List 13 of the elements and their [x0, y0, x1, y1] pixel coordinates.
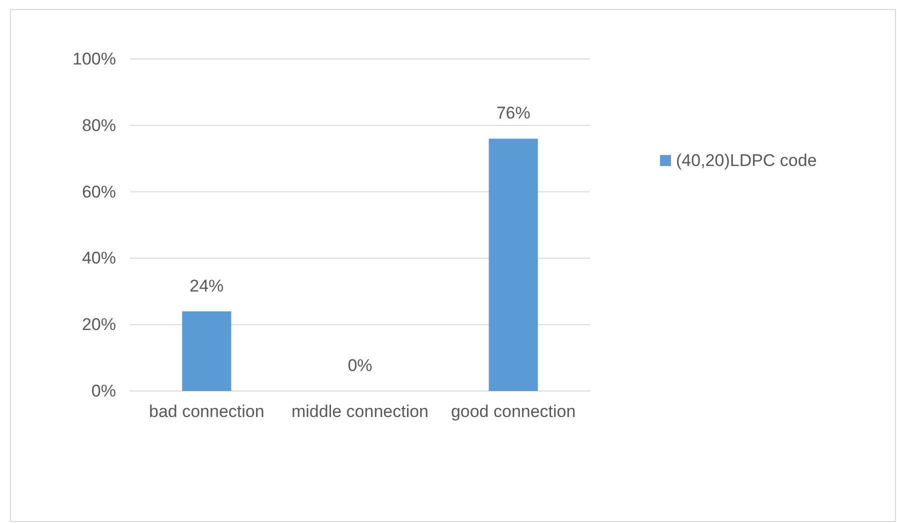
- data-label: 76%: [496, 104, 530, 123]
- y-tick-label: 60%: [82, 182, 116, 202]
- y-tick-label: 0%: [91, 381, 116, 400]
- y-tick-label: 40%: [82, 248, 116, 268]
- x-tick-label: good connection: [450, 402, 576, 422]
- x-tick-label: middle connection: [291, 402, 429, 422]
- data-label: 0%: [348, 356, 372, 375]
- legend-label: (40,20)LDPC code: [676, 151, 817, 170]
- y-tick-label: 100%: [72, 49, 116, 68]
- y-tick-label: 80%: [82, 116, 116, 135]
- data-label: 24%: [190, 276, 224, 296]
- x-tick-label: bad connection: [149, 402, 264, 422]
- y-tick-label: 20%: [82, 315, 116, 334]
